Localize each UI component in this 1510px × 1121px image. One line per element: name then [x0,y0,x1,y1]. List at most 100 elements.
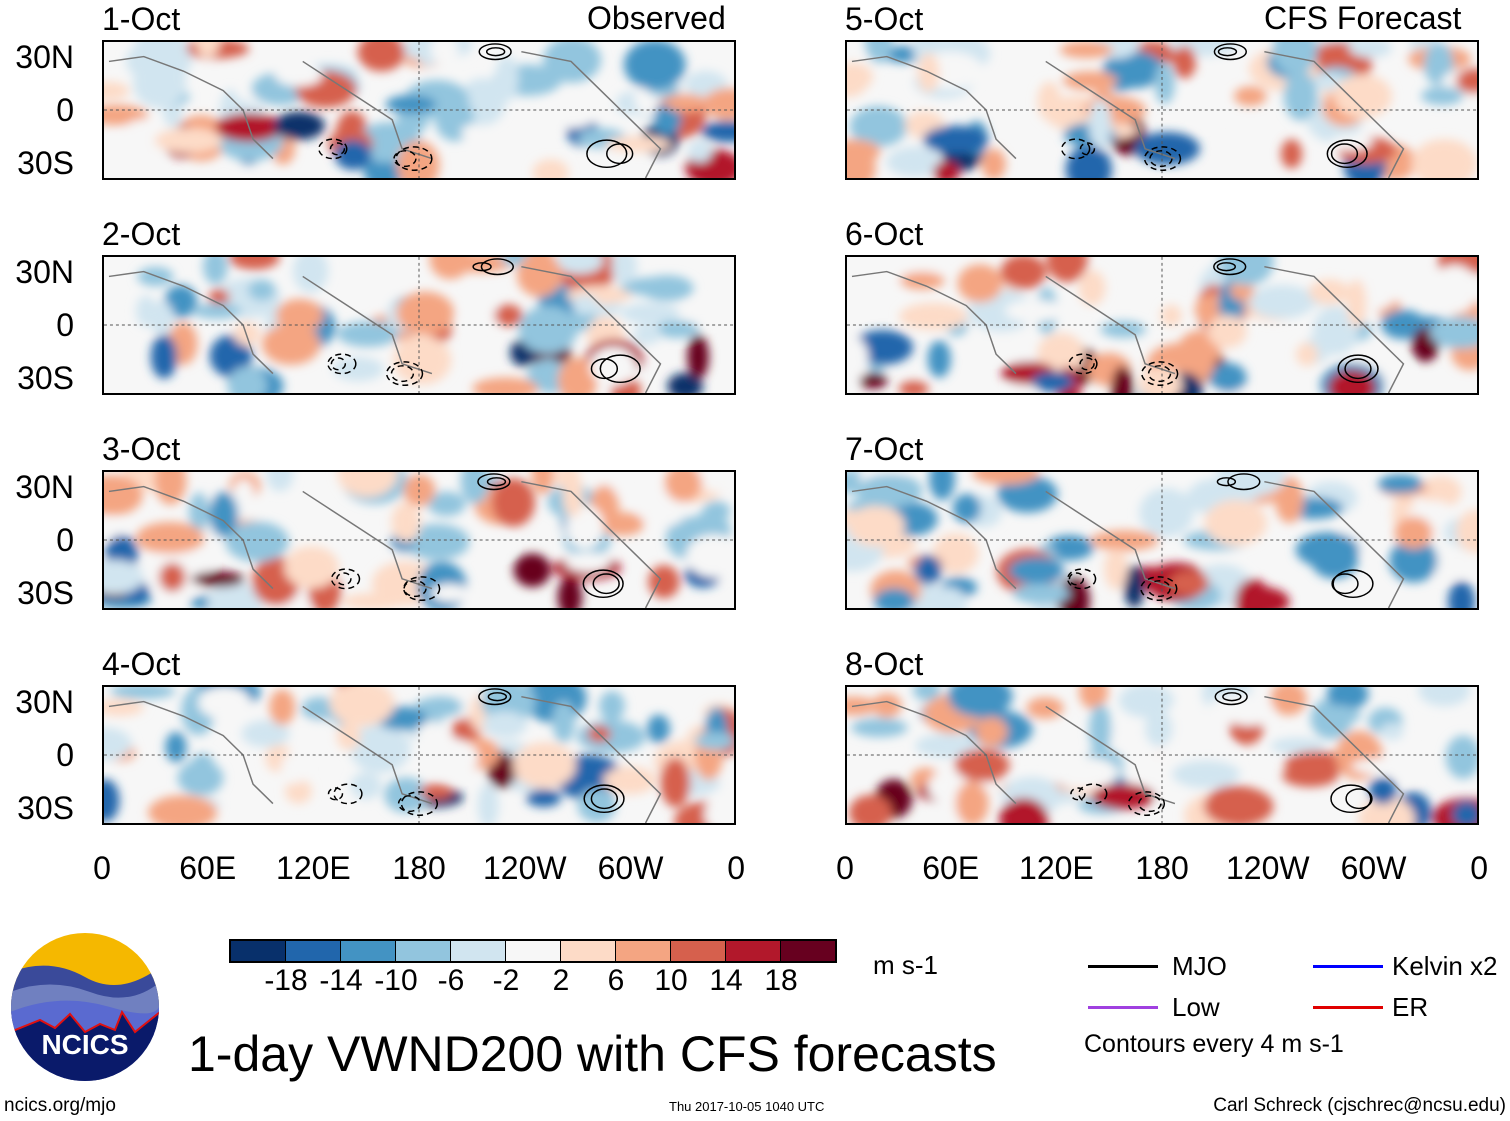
wind-anomaly-blob [660,757,691,808]
wind-anomaly-blob [472,377,539,393]
mjo-contour [1326,139,1368,169]
wind-anomaly-blob [1421,86,1464,106]
wind-anomaly-blob [135,522,205,554]
wind-anomaly-blob [1235,578,1271,608]
mjo-contour [390,365,415,383]
map-panel [845,255,1479,395]
colorbar-swatch [726,941,781,961]
footer-url[interactable]: ncics.org/mjo [4,1095,116,1116]
wind-anomaly-blob [164,284,198,318]
y-tick-label: 30N [15,469,74,505]
wind-anomaly-blob [1283,70,1318,121]
wind-anomaly-blob [1008,556,1065,585]
wind-anomaly-blob [1296,342,1319,367]
wind-anomaly-blob [430,583,469,603]
mjo-contour [318,138,348,160]
wind-anomaly-blob [847,696,879,716]
wind-anomaly-blob [1234,86,1267,107]
wind-anomaly-blob [104,727,132,761]
mjo-contour [1070,787,1086,801]
wind-anomaly-blob [1295,532,1360,568]
mjo-contour [582,569,624,599]
x-tick-label: 60E [922,850,980,886]
mjo-contour [385,361,424,386]
panel-date-label: 4-Oct [102,646,181,682]
wind-anomaly-blob [1193,88,1220,126]
wind-anomaly-blob [494,304,523,327]
legend-er: ER [1392,992,1429,1022]
legend-line-low [1088,1006,1158,1009]
wind-anomaly-blob [430,42,459,66]
wind-anomaly-blob [273,111,325,140]
mjo-contour [1068,572,1085,586]
mjo-contour [395,146,433,171]
wind-anomaly-blob [554,472,581,489]
wind-anomaly-blob [1012,583,1070,604]
x-tick-label: 0 [1470,850,1489,886]
mjo-contour [1149,150,1173,168]
y-tick-label: 0 [56,737,74,773]
x-tick-label: 60W [1340,850,1407,886]
wind-anomaly-blob [1100,320,1147,338]
mjo-contour [1345,788,1373,810]
wind-anomaly-blob [444,257,514,273]
wind-anomaly-blob [1090,530,1159,551]
wind-anomaly-blob [1394,516,1433,549]
wind-anomaly-blob [1348,42,1393,58]
wind-anomaly-blob [928,587,968,608]
wind-anomaly-blob [872,693,902,718]
colorbar-label: -18 [264,964,308,997]
contour-note: Contours every 4 m s-1 [1084,1030,1344,1058]
mjo-contour [1061,138,1091,160]
wind-anomaly-blob [532,159,569,178]
colorbar-swatch [561,941,616,961]
wind-anomaly-blob [947,687,1013,718]
legend-line-kelvin [1313,965,1383,968]
wind-anomaly-blob [687,139,713,163]
wind-anomaly-blob [1154,62,1175,105]
mjo-contour [1213,258,1247,276]
wind-anomaly-blob [418,696,463,717]
panel-date-label: 5-Oct [845,1,924,37]
wind-anomaly-blob [572,294,599,315]
mjo-contour [1078,783,1108,805]
x-tick-label: 60E [179,850,237,886]
mjo-contour [393,150,417,168]
mjo-contour [478,43,512,61]
wind-anomaly-blob [932,533,979,574]
observed-title: Observed [587,0,726,36]
wind-anomaly-blob [1203,786,1274,823]
wind-anomaly-blob [703,88,734,121]
wind-anomaly-blob [1448,581,1476,608]
mjo-contour [327,353,357,375]
map-panel [845,470,1479,610]
wind-anomaly-blob [526,789,562,807]
wind-anomaly-blob [1420,475,1462,508]
wind-anomaly-blob [491,478,536,527]
map-panel [845,685,1479,825]
wind-anomaly-blob [898,380,929,393]
wind-anomaly-blob [1037,332,1085,376]
wind-anomaly-blob [104,779,120,822]
wind-anomaly-blob [177,760,224,796]
map-panel [102,685,736,825]
wind-anomaly-blob [967,324,1026,358]
wind-anomaly-blob [1346,279,1367,328]
wind-anomaly-blob [285,779,312,804]
mjo-contour [1141,361,1179,386]
wind-anomaly-blob [241,720,290,748]
mjo-contour [590,358,619,380]
wind-anomaly-blob [1333,74,1392,119]
wind-anomaly-blob [188,492,210,532]
wind-anomaly-blob [269,689,296,726]
mjo-contour [486,477,507,487]
wind-anomaly-blob [159,562,186,592]
wind-anomaly-blob [477,537,512,555]
wind-anomaly-blob [933,161,960,178]
wind-anomaly-blob [1089,704,1112,755]
wind-anomaly-blob [899,271,945,290]
coastline [851,50,1405,178]
wind-anomaly-blob [1046,257,1088,283]
wind-anomaly-blob [848,505,905,547]
wind-anomaly-blob [1309,73,1346,91]
